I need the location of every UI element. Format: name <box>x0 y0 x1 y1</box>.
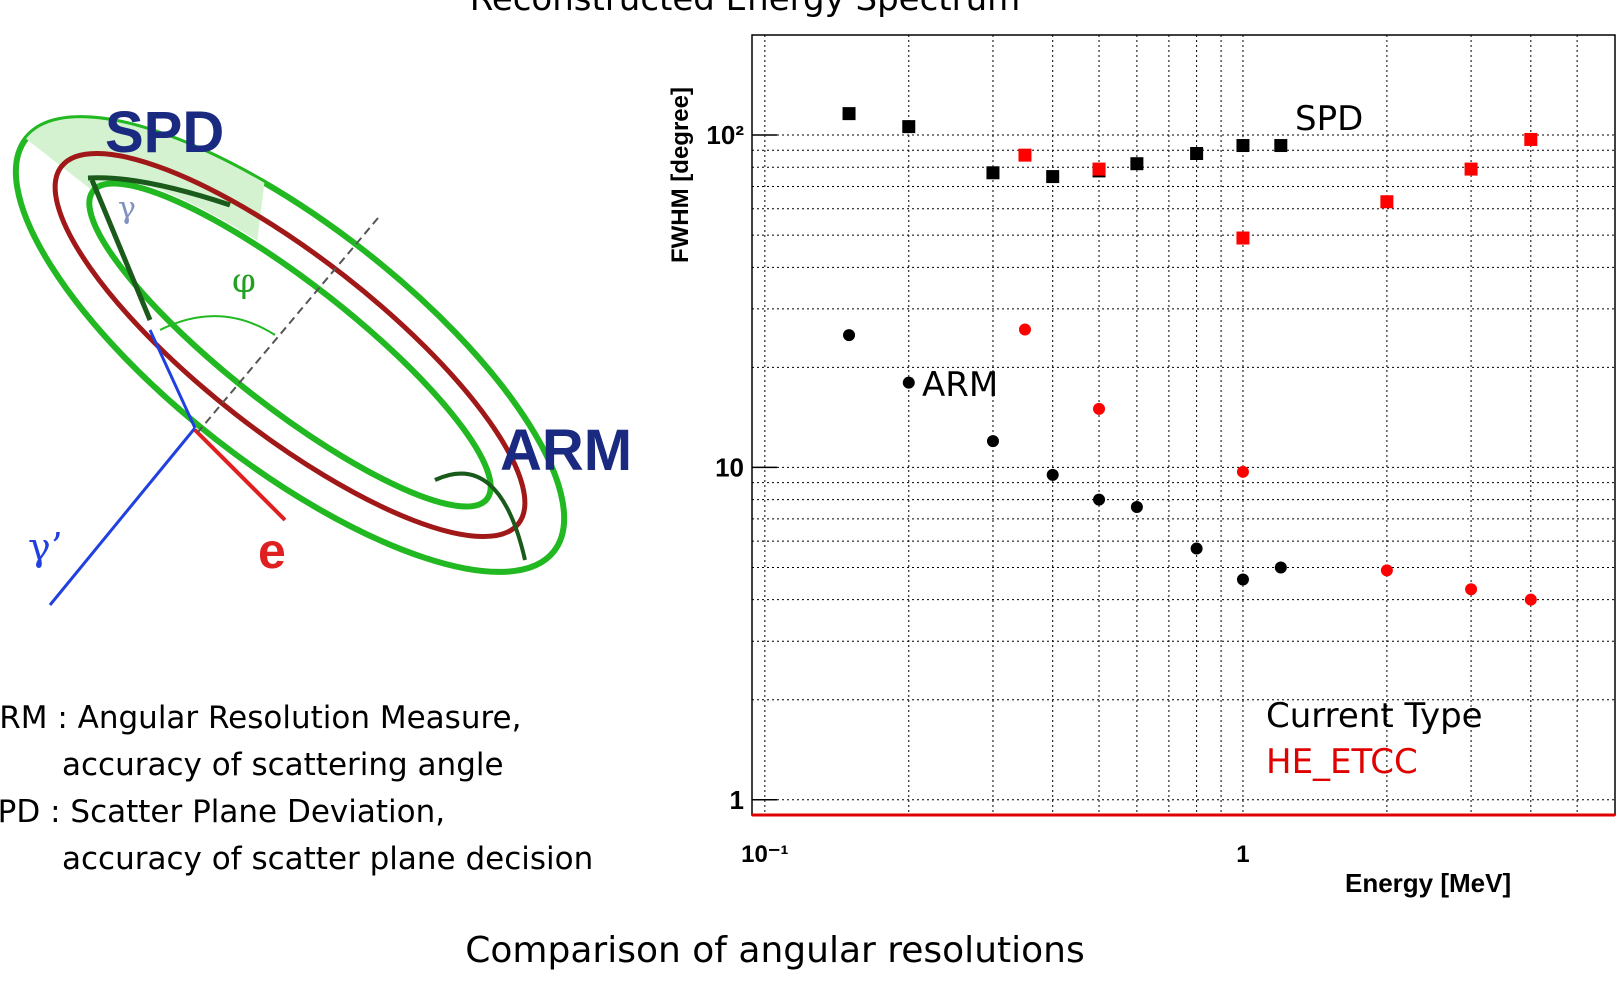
diagram-label: γ <box>118 191 136 226</box>
point <box>842 107 856 121</box>
point <box>1380 564 1393 577</box>
point <box>986 435 999 448</box>
annotation: HE_ETCC <box>1266 742 1418 782</box>
x-tick-label: 1 <box>1236 841 1249 868</box>
annotation: Current Type <box>1266 696 1483 736</box>
point <box>1464 162 1478 176</box>
note: accuracy of scatter plane decision <box>62 841 593 877</box>
diagram-label: e <box>258 523 286 579</box>
diagram-label: φ <box>232 261 256 301</box>
diagram-label: ARM <box>500 418 632 483</box>
x-tick-label: 10⁻¹ <box>741 841 788 868</box>
blue-line <box>148 329 197 429</box>
point <box>1093 493 1106 506</box>
annotation: SPD <box>1295 99 1363 139</box>
chart-title: Reconstructed Energy Spectrum <box>470 0 1021 19</box>
caption: Comparison of angular resolutions <box>465 930 1084 971</box>
red-ring <box>52 150 528 540</box>
y-tick-label: 1 <box>730 785 744 815</box>
point <box>1236 465 1249 478</box>
point <box>1190 147 1204 161</box>
y-tick-label: 10² <box>706 120 744 150</box>
plot-frame <box>751 34 1616 816</box>
point <box>1018 323 1031 336</box>
axis-dashed <box>197 217 379 433</box>
note: SPD : Scatter Plane Deviation, <box>0 794 445 830</box>
point <box>1524 593 1537 606</box>
point <box>1046 468 1059 481</box>
point <box>843 329 856 342</box>
shade <box>26 118 265 241</box>
point <box>902 120 916 134</box>
y-axis-label: FWHM [degree] <box>667 87 694 263</box>
point <box>1046 170 1060 184</box>
point <box>1465 583 1478 596</box>
gamma-prime-arrow <box>48 427 197 606</box>
note: ARM : Angular Resolution Measure, <box>0 700 521 736</box>
point <box>1236 139 1250 153</box>
point <box>1380 195 1394 209</box>
phi-arc <box>159 315 276 336</box>
point <box>986 166 1000 180</box>
x-axis-label: Energy [MeV] <box>1345 868 1511 898</box>
point <box>1018 148 1032 162</box>
point <box>1093 402 1106 415</box>
inner-ring <box>86 180 494 510</box>
point <box>902 376 915 389</box>
point <box>1130 157 1144 171</box>
annotation: ARM <box>922 365 998 405</box>
gamma-arrow <box>89 179 153 321</box>
point <box>1092 162 1106 176</box>
point <box>1274 561 1287 574</box>
arrows <box>48 175 527 606</box>
e-arrow <box>193 428 287 522</box>
point <box>1236 231 1250 245</box>
point <box>1236 573 1249 586</box>
point <box>1190 542 1203 555</box>
diagram-label: γ’ <box>28 525 63 569</box>
point <box>1130 501 1143 514</box>
point <box>1524 132 1538 146</box>
spd-arrow <box>87 175 231 208</box>
note: accuracy of scattering angle <box>62 747 504 783</box>
diagram <box>12 115 568 575</box>
y-tick-label: 10 <box>715 452 744 482</box>
diagram-label: SPD <box>105 100 224 165</box>
point <box>1274 139 1288 153</box>
arm-arrow <box>434 471 527 561</box>
